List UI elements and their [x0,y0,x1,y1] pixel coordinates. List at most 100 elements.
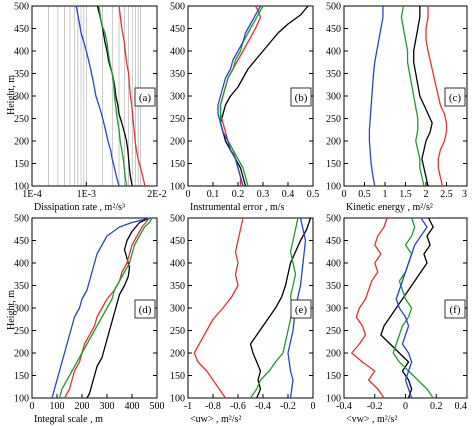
y-tick-label: 450 [326,24,341,35]
x-tick-label: 100 [50,401,65,412]
series-line-red [219,5,262,186]
x-tick-label: 1E-4 [22,189,41,200]
series-line-blue [217,5,262,187]
panel-c: 100 150 200 250 300 350 400 450 500 0 0.5 1 1.5 2 2.5 3… [326,2,468,213]
panel-label-box [290,87,312,107]
x-tick-label: 0.5 [307,189,320,200]
panel-a: 100 150 200 250 300 350 400 450 500 1E-4 1E-3 2E-2 D… [14,2,167,214]
series-line-red [118,5,146,187]
y-tick-label: 350 [326,69,341,80]
panel-e: 100 150 200 250 300 350 400 450 500 -1 -0.8 -0.6 -0.… [170,214,316,426]
y-tick-label: 400 [170,47,185,58]
series-line-red [351,217,388,399]
x-tick-label: -0.4 [255,401,271,412]
x-tick-label: 0.4 [455,401,468,412]
row-1-y-axis-label: Height, m [6,75,17,115]
panel-label: (c) [449,92,462,104]
series-line-red [63,217,150,399]
y-tick-label: 400 [14,259,29,270]
y-tick-label: 350 [326,281,341,292]
row-2-y-axis-label: Height, m [6,290,17,330]
y-tick-label: 350 [14,69,29,80]
y-tick-label: 200 [14,137,29,148]
y-tick-label: 500 [326,2,341,13]
y-tick-label: 300 [14,304,29,315]
x-tick-label: 0 [403,401,408,412]
panel-label: (e) [295,304,308,316]
x-axis-label: <uw> , m²/s² [190,414,241,425]
y-tick-label: 300 [14,92,29,103]
series-line-blue [368,6,384,187]
x-tick-label: -0.6 [230,401,246,412]
series-line-black [380,217,434,399]
y-tick-label: 100 [170,182,185,193]
x-tick-label: 0.4 [282,189,295,200]
y-tick-label: 250 [326,114,341,125]
x-tick-label: 3 [462,189,467,200]
x-tick-label: 0.3 [257,189,270,200]
y-tick-label: 500 [170,214,185,225]
x-tick-label: -0.4 [336,401,352,412]
x-axis-label: <vw> , m²/s² [346,414,397,425]
y-tick-label: 250 [14,326,29,337]
y-axis-label-bottom: Height, m [6,290,17,330]
y-tick-label: 150 [14,159,29,170]
x-tick-label: 2 [424,189,429,200]
series-line-black [249,217,312,399]
y-tick-label: 500 [14,214,29,225]
y-tick-label: 200 [326,349,341,360]
panel-label: (a) [139,92,152,104]
y-tick-label: 150 [326,371,341,382]
series-line-green [400,5,425,187]
panel-f: 100 150 200 250 300 350 400 450 500 -0.4 -0.2 0 0.2 0… [326,214,468,425]
series-line-red [425,6,448,187]
series-line-blue [51,217,150,399]
y-tick-label: 300 [170,92,185,103]
y-tick-label: 150 [14,371,29,382]
series-line-green [98,5,128,187]
panel-label-box [134,87,156,107]
y-tick-label: 500 [326,214,341,225]
y-tick-label: 400 [14,47,29,58]
series-line-black [86,217,150,399]
y-tick-label: 450 [170,236,185,247]
y-tick-label: 100 [326,394,341,405]
y-tick-label: 500 [14,2,29,13]
series-line-green [219,5,264,187]
x-axis-label: Instrumental error , m/s [190,202,285,213]
y-tick-label: 350 [14,281,29,292]
y-axis-label-top: Height, m [6,75,17,115]
x-tick-label: 0 [311,401,316,412]
y-tick-label: 200 [14,349,29,360]
x-tick-label: 2E-2 [147,189,166,200]
x-axis-label: Kinetic energy , m²/s² [346,202,433,213]
y-tick-label: 450 [326,236,341,247]
y-tick-label: 100 [14,182,29,193]
y-tick-label: 150 [170,371,185,382]
x-tick-label: 0.5 [358,189,371,200]
x-tick-label: 0 [342,189,347,200]
x-tick-label: 1 [383,189,388,200]
x-tick-label: 1E-3 [77,189,96,200]
x-tick-label: 1.5 [399,189,412,200]
y-tick-label: 500 [170,2,185,13]
y-tick-label: 400 [326,47,341,58]
panel-b: 100 150 200 250 300 350 400 450 500 0 0.1 0.2 0.3 0.4… [170,2,319,214]
y-tick-label: 400 [326,259,341,270]
x-tick-label: 300 [100,401,115,412]
y-tick-label: 200 [170,137,185,148]
x-tick-label: 400 [125,401,140,412]
y-tick-label: 450 [14,24,29,35]
y-tick-label: 250 [170,326,185,337]
x-tick-label: 0.2 [232,189,245,200]
x-tick-label: 0 [186,189,191,200]
x-tick-label: -0.8 [205,401,221,412]
series-line-green [58,217,153,399]
y-tick-label: 200 [326,137,341,148]
y-tick-label: 350 [170,69,185,80]
y-tick-label: 250 [14,114,29,125]
x-axis-label: Dissipation rate , m²/s³ [34,202,125,213]
panel-label: (b) [295,92,308,104]
panel-label-box [444,87,466,107]
